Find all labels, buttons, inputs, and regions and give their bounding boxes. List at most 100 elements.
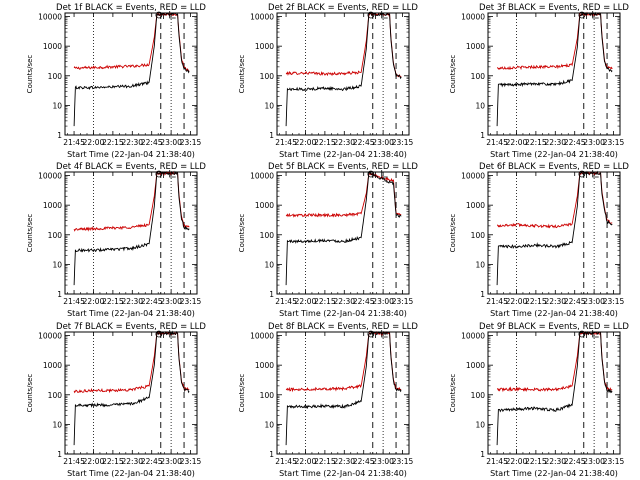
x-tick-label: 22:45 (141, 138, 163, 147)
plot-frame (276, 171, 410, 295)
chart-title: Det 7f BLACK = Events, RED = LLD (56, 322, 206, 332)
y-tick-label: 1 (480, 290, 485, 299)
y-tick-label: 10000 (461, 13, 485, 22)
chart-panel-5: Det 5f BLACK = Events, RED = LLD Counts/s… (238, 162, 418, 318)
x-tick-label: 22:15 (314, 297, 336, 306)
y-tick-label: 1 (269, 450, 274, 459)
x-tick-label: 22:30 (333, 457, 355, 466)
y-axis-label: Counts/sec (26, 55, 34, 94)
series-line-red (285, 173, 402, 218)
y-tick-label: 1000 (43, 201, 62, 210)
x-tick-label: 22:00 (295, 297, 317, 306)
y-tick-label: 10000 (250, 13, 274, 22)
y-tick-label: 10000 (461, 332, 485, 341)
y-tick-label: 10 (475, 420, 485, 429)
x-tick-label: 22:00 (506, 297, 528, 306)
series-line-black (285, 330, 402, 446)
series-line-red (73, 331, 190, 394)
y-tick-label: 1 (480, 131, 485, 140)
series-line-black (73, 330, 190, 446)
y-tick-label: 10 (264, 260, 274, 269)
y-tick-label: 1000 (43, 361, 62, 370)
saa-start-marker (578, 170, 586, 178)
y-axis-label: Counts/sec (26, 214, 34, 253)
x-tick-label: 22:00 (83, 457, 105, 466)
y-tick-label: 100 (260, 231, 275, 240)
saa-start-marker (578, 330, 586, 338)
x-tick-label: 22:30 (121, 138, 143, 147)
x-tick-label: 23:15 (392, 138, 414, 147)
y-tick-label: 1000 (255, 42, 274, 51)
x-tick-label: 23:00 (372, 138, 394, 147)
x-tick-label: 22:45 (353, 138, 375, 147)
chart-title: Det 8f BLACK = Events, RED = LLD (268, 322, 418, 332)
y-tick-label: 10 (52, 260, 62, 269)
chart-title: Det 2f BLACK = Events, RED = LLD (268, 3, 418, 13)
plot-frame (487, 331, 621, 455)
chart-title: Det 5f BLACK = Events, RED = LLD (268, 162, 418, 172)
y-tick-label: 1000 (466, 201, 485, 210)
x-tick-label: 22:30 (121, 457, 143, 466)
series-line-red (496, 331, 613, 393)
chart-title: Det 3f BLACK = Events, RED = LLD (479, 3, 629, 13)
y-tick-label: 10 (52, 420, 62, 429)
x-tick-label: 22:30 (121, 297, 143, 306)
x-tick-label: 21:45 (275, 297, 297, 306)
x-tick-label: 22:15 (525, 457, 547, 466)
x-tick-label: 22:45 (564, 297, 586, 306)
x-tick-label: 22:30 (544, 138, 566, 147)
x-tick-label: 23:00 (583, 457, 605, 466)
series-line-red (285, 12, 402, 79)
x-tick-label: 23:15 (603, 138, 625, 147)
x-axis-label: Start Time (22-Jan-04 21:38:40) (279, 309, 407, 318)
y-tick-label: 1 (480, 450, 485, 459)
x-tick-label: 23:00 (372, 457, 394, 466)
chart-panel-8: Det 8f BLACK = Events, RED = LLD Counts/s… (238, 322, 418, 478)
chart-title: Det 6f BLACK = Events, RED = LLD (479, 162, 629, 172)
y-tick-label: 1000 (43, 42, 62, 51)
y-tick-label: 100 (471, 391, 486, 400)
x-tick-label: 21:45 (275, 457, 297, 466)
x-tick-label: 22:15 (102, 457, 124, 466)
x-tick-label: 21:45 (486, 138, 508, 147)
x-tick-label: 21:45 (63, 297, 85, 306)
series-line-black (496, 331, 613, 446)
y-tick-label: 10 (475, 101, 485, 110)
chart-panel-1: Det 1f BLACK = Events, RED = LLD Counts/s… (26, 3, 206, 159)
y-tick-label: 100 (48, 391, 63, 400)
y-tick-label: 10 (264, 420, 274, 429)
x-tick-label: 22:15 (102, 138, 124, 147)
series-line-red (497, 11, 613, 71)
x-tick-label: 23:00 (160, 297, 182, 306)
y-tick-label: 1000 (466, 42, 485, 51)
saa-start-marker (367, 330, 375, 338)
x-tick-label: 23:15 (180, 138, 202, 147)
plot-frame (64, 171, 198, 295)
x-axis-label: Start Time (22-Jan-04 21:38:40) (67, 150, 195, 159)
y-axis-label: Counts/sec (238, 55, 246, 94)
x-tick-label: 21:45 (486, 297, 508, 306)
x-tick-label: 22:00 (295, 138, 317, 147)
x-axis-label: Start Time (22-Jan-04 21:38:40) (490, 150, 618, 159)
series-line-black (496, 11, 613, 127)
plot-frame (276, 12, 410, 136)
x-tick-label: 22:15 (525, 138, 547, 147)
x-tick-label: 23:15 (180, 457, 202, 466)
y-tick-label: 1 (57, 450, 62, 459)
x-tick-label: 22:15 (525, 297, 547, 306)
series-line-black (73, 170, 190, 286)
x-tick-label: 22:15 (314, 138, 336, 147)
saa-start-marker (367, 170, 375, 178)
plot-frame (64, 12, 198, 136)
y-tick-label: 10000 (250, 172, 274, 181)
x-axis-label: Start Time (22-Jan-04 21:38:40) (490, 469, 618, 478)
y-tick-label: 10000 (461, 172, 485, 181)
series-line-red (496, 170, 613, 229)
y-tick-label: 100 (260, 72, 275, 81)
x-tick-label: 22:00 (83, 138, 105, 147)
x-tick-label: 21:45 (486, 457, 508, 466)
x-tick-label: 23:00 (372, 297, 394, 306)
chart-title: Det 4f BLACK = Events, RED = LLD (56, 162, 206, 172)
x-tick-label: 22:30 (544, 457, 566, 466)
